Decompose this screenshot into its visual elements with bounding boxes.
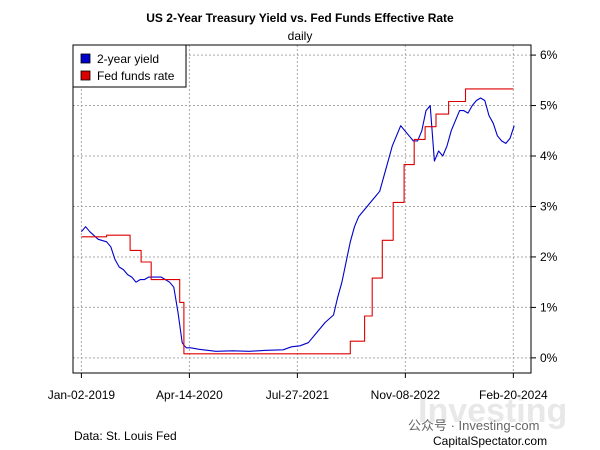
plot-frame [72,44,532,374]
y-tick-label: 2% [540,250,558,264]
credit-text: CapitalSpectator.com [433,434,547,448]
y-tick-label: 4% [540,149,558,163]
series-line-fed-funds [81,88,514,355]
x-tick-label: Jul-27-2021 [266,388,330,402]
legend-label-fedfunds: Fed funds rate [97,69,175,83]
axis-layer: Jan-02-2019 Apr-14-2020 Jul-27-2021 Nov-08-… [48,48,558,402]
chart-title: US 2-Year Treasury Yield vs. Fed Funds E… [146,11,454,25]
legend-box [72,44,187,88]
legend-label-yield: 2-year yield [97,52,159,66]
y-tick-label: 3% [540,199,558,213]
y-tick-label: 5% [540,99,558,113]
chart-subtitle: daily [288,29,313,43]
y-tick-label: 6% [540,48,558,62]
y-tick-label: 0% [540,351,558,365]
legend-swatch-yield [80,53,91,64]
x-tick-label: Apr-14-2020 [156,388,223,402]
y-tick-label: 1% [540,300,558,314]
x-tick-label: Jan-02-2019 [48,388,116,402]
source-note: Data: St. Louis Fed [74,429,177,443]
series-layer [80,88,515,355]
series-line-2yr-yield [80,97,515,352]
watermark-logo: Investing [418,392,567,430]
x-tick-label: Feb-20-2024 [479,388,548,402]
legend: 2-year yield Fed funds rate [72,44,187,88]
x-tick-label: Nov-08-2022 [371,388,441,402]
watermark-text: 公众号 · Investing-com [408,418,539,433]
grid-layer [73,45,531,373]
legend-swatch-fedfunds [80,70,91,81]
